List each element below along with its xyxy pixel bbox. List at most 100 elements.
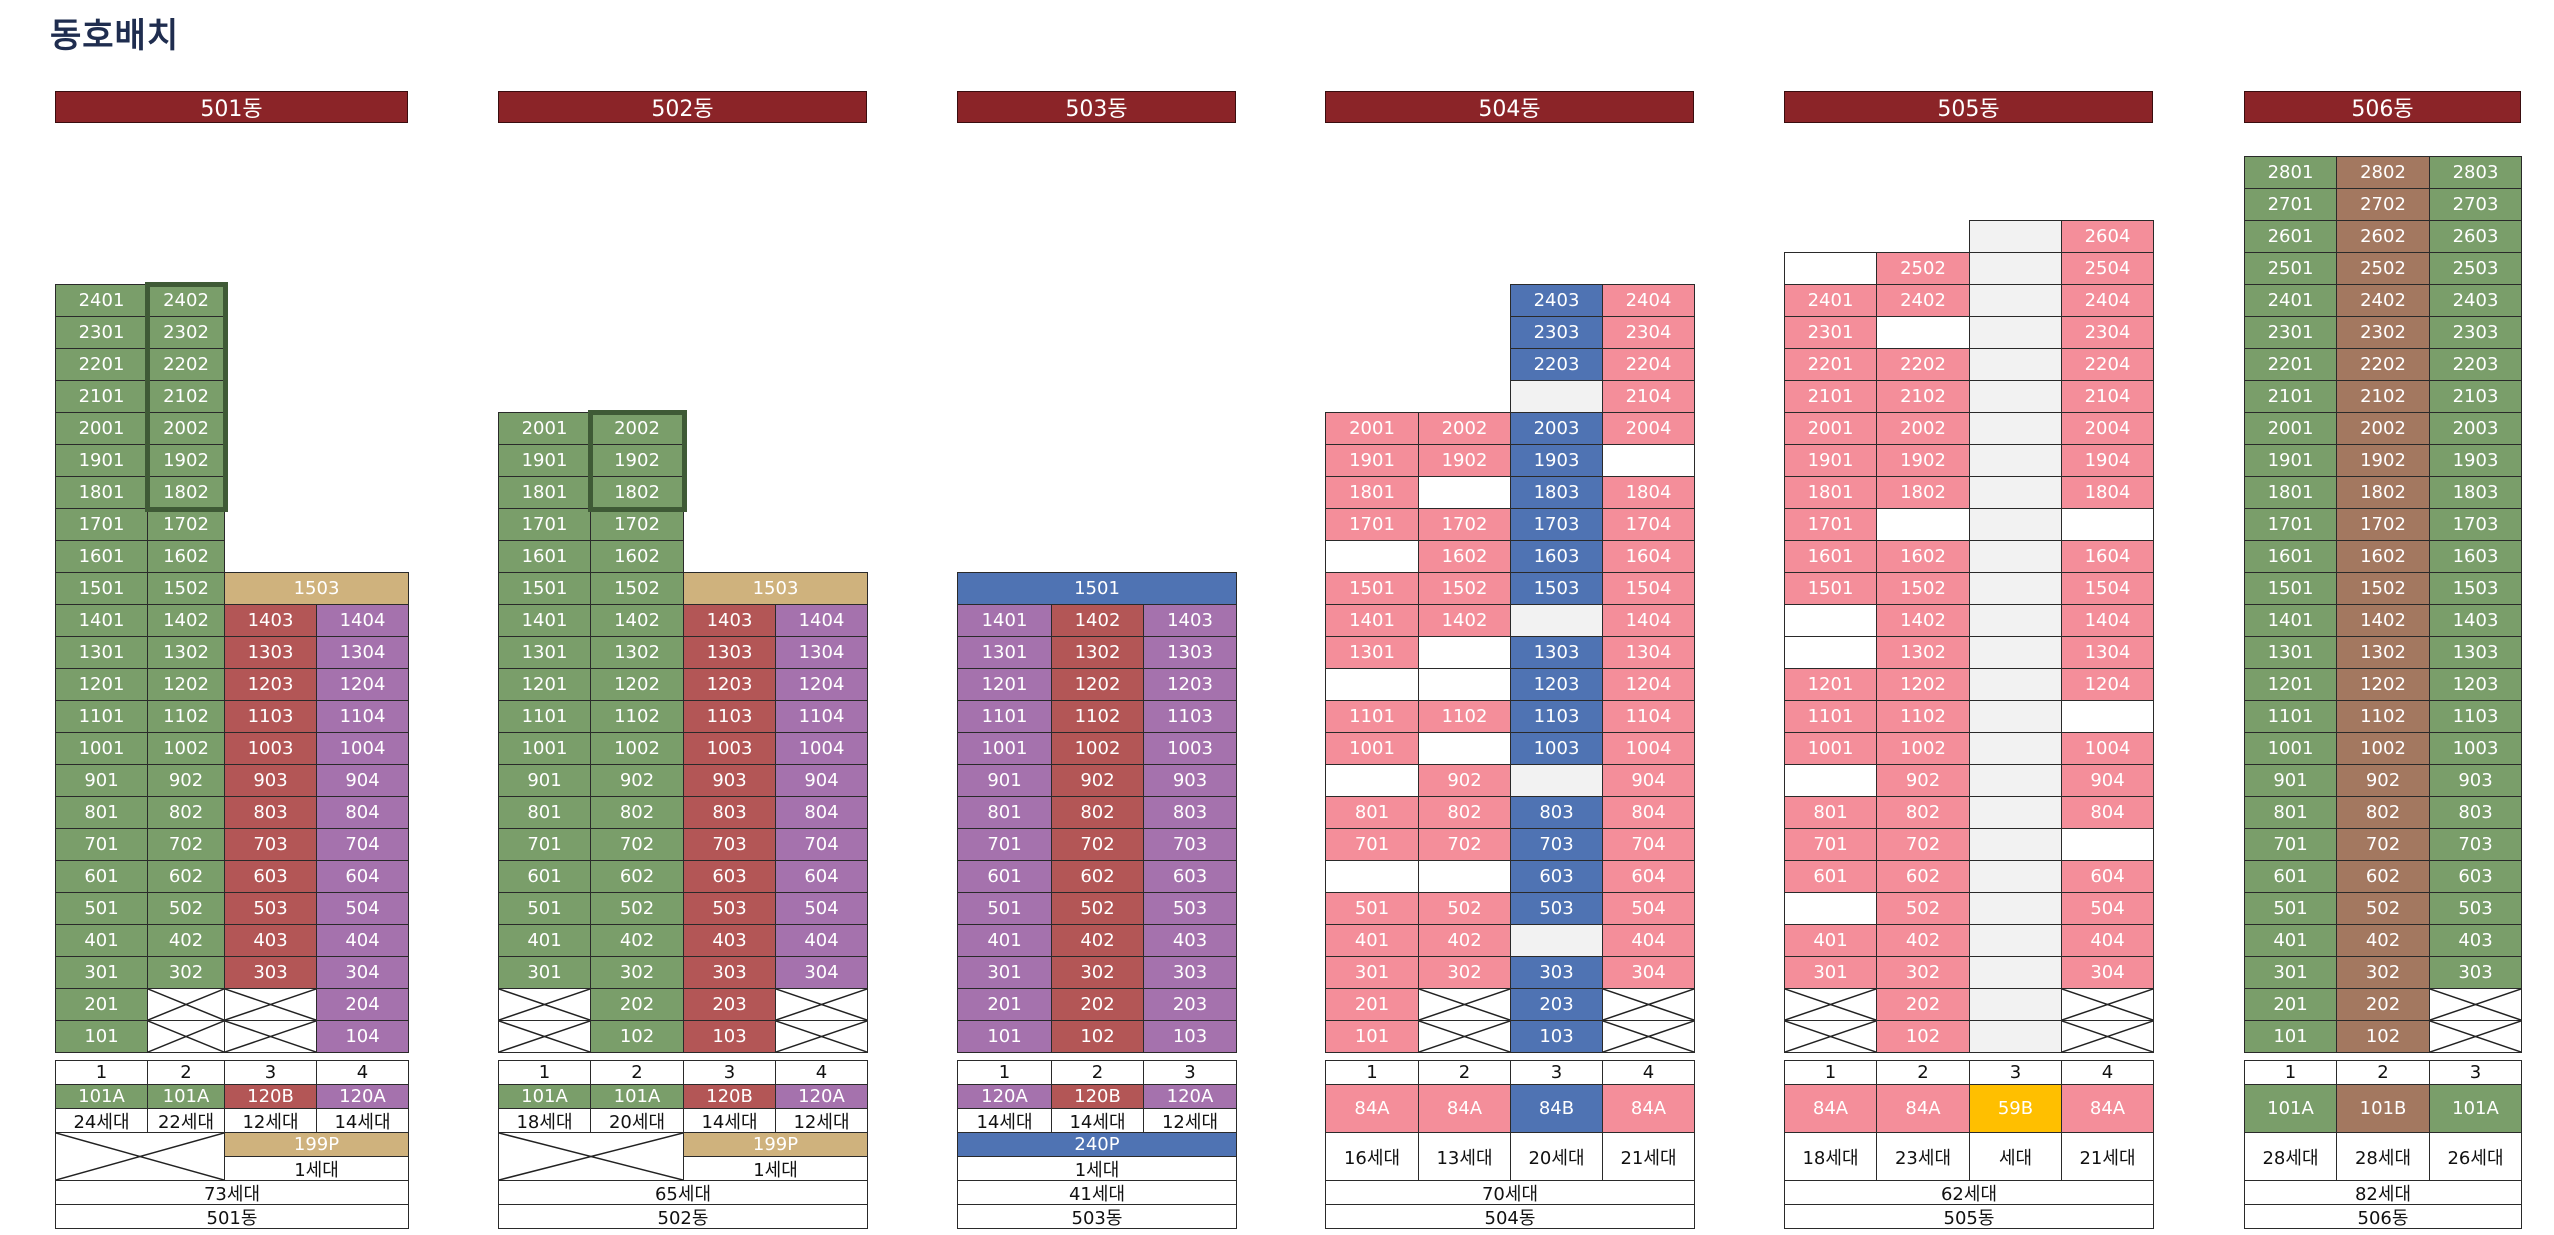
- unit-cell: 301: [1784, 956, 1877, 989]
- empty-slot-cross: [1419, 989, 1510, 1020]
- unit-count: 13세대: [1418, 1132, 1511, 1181]
- unit-cell: 2003: [2429, 412, 2522, 445]
- empty-unit: [775, 988, 868, 1021]
- unit-count: 14세대: [1051, 1108, 1144, 1133]
- unit-cell: 104: [316, 1020, 409, 1053]
- unit-cell: 902: [590, 764, 684, 797]
- column-number: 3: [2429, 1060, 2522, 1085]
- unit-cell: 1304: [1602, 636, 1695, 669]
- unit-cell: 904: [775, 764, 868, 797]
- unit-cell: 1104: [775, 700, 868, 733]
- unit-cell: [1876, 316, 1970, 349]
- unit-cell: 2002: [1876, 412, 1970, 445]
- unit-cell: 2502: [2336, 252, 2430, 285]
- building-header: 504동: [1325, 91, 1694, 123]
- unit-cell: 502: [1051, 892, 1144, 925]
- unit-cell: 101: [957, 1020, 1052, 1053]
- column-number: 2: [1051, 1060, 1144, 1085]
- unit-cell: 2803: [2429, 156, 2522, 189]
- building-header: 506동: [2244, 91, 2521, 123]
- empty-unit: [2061, 988, 2154, 1021]
- column-number: 2: [147, 1060, 225, 1085]
- unit-type: 120B: [683, 1084, 776, 1109]
- unit-cell: 703: [2429, 828, 2522, 861]
- unit-cell: 1204: [1602, 668, 1695, 701]
- unit-cell: 1103: [683, 700, 776, 733]
- building-header: 502동: [498, 91, 867, 123]
- unit-type: 120A: [775, 1084, 868, 1109]
- unit-cell: 1503: [1510, 572, 1603, 605]
- empty-unit: [775, 1020, 868, 1053]
- unit-cell: [1969, 988, 2062, 1021]
- unit-cell: [1325, 860, 1419, 893]
- unit-cell: 1203: [683, 668, 776, 701]
- empty-slot-cross: [776, 989, 867, 1020]
- unit-cell: 603: [224, 860, 317, 893]
- unit-cell: [1510, 380, 1603, 413]
- extra-unit-type: 240P: [957, 1132, 1237, 1157]
- unit-cell: 1302: [147, 636, 225, 669]
- column-number: 2: [1418, 1060, 1511, 1085]
- unit-cell: 2802: [2336, 156, 2430, 189]
- empty-slot-cross: [148, 989, 224, 1020]
- unit-cell: 803: [683, 796, 776, 829]
- unit-cell: 1602: [590, 540, 684, 573]
- building-total: 41세대: [957, 1180, 1237, 1205]
- unit-cell: 702: [1876, 828, 1970, 861]
- unit-cell: 601: [55, 860, 148, 893]
- unit-cell: 802: [1051, 796, 1144, 829]
- unit-cell: 2104: [2061, 380, 2154, 413]
- unit-type: 120B: [1051, 1084, 1144, 1109]
- unit-cell: 201: [2244, 988, 2337, 1021]
- unit-cell: [1969, 540, 2062, 573]
- unit-cell: 1501: [1784, 572, 1877, 605]
- unit-cell: 1203: [2429, 668, 2522, 701]
- unit-cell: 1602: [1876, 540, 1970, 573]
- unit-cell: 703: [224, 828, 317, 861]
- unit-cell: 703: [1143, 828, 1237, 861]
- unit-cell: 602: [590, 860, 684, 893]
- unit-cell: 702: [1051, 828, 1144, 861]
- unit-cell: 1703: [1510, 508, 1603, 541]
- unit-cell: 2002: [2336, 412, 2430, 445]
- empty-slot-cross: [2430, 989, 2521, 1020]
- empty-slot-cross: [499, 989, 590, 1020]
- empty-unit: [498, 988, 591, 1021]
- unit-cell: 402: [1876, 924, 1970, 957]
- unit-cell: 401: [957, 924, 1052, 957]
- unit-cell: 1902: [147, 444, 225, 477]
- unit-cell: 1104: [1602, 700, 1695, 733]
- unit-cell: 2201: [1784, 348, 1877, 381]
- unit-cell: 804: [1602, 796, 1695, 829]
- unit-cell: 602: [147, 860, 225, 893]
- unit-cell: 1303: [1143, 636, 1237, 669]
- unit-cell: 1601: [1784, 540, 1877, 573]
- unit-cell: 902: [147, 764, 225, 797]
- unit-cell: 1002: [147, 732, 225, 765]
- unit-count: 12세대: [224, 1108, 317, 1133]
- unit-cell: 1102: [590, 700, 684, 733]
- unit-cell: 303: [683, 956, 776, 989]
- unit-cell: 1402: [1051, 604, 1144, 637]
- unit-cell: 1201: [957, 668, 1052, 701]
- unit-cell: 504: [2061, 892, 2154, 925]
- unit-cell: 1101: [1325, 700, 1419, 733]
- unit-cell: 1402: [147, 604, 225, 637]
- unit-cell: 902: [1051, 764, 1144, 797]
- unit-count: 16세대: [1325, 1132, 1419, 1181]
- unit-cell: 1803: [2429, 476, 2522, 509]
- unit-cell: [1969, 604, 2062, 637]
- unit-cell: 1801: [1325, 476, 1419, 509]
- unit-cell: 302: [590, 956, 684, 989]
- empty-unit: [1784, 1020, 1877, 1053]
- unit-cell: 801: [1325, 796, 1419, 829]
- unit-cell: 2002: [590, 412, 684, 445]
- unit-cell: 902: [1876, 764, 1970, 797]
- unit-cell: 102: [590, 1020, 684, 1053]
- unit-cell: 1102: [1418, 700, 1511, 733]
- building-total: 73세대: [55, 1180, 409, 1205]
- unit-cell: 1501: [2244, 572, 2337, 605]
- empty-unit: [2429, 988, 2522, 1021]
- unit-cell: 1501: [55, 572, 148, 605]
- unit-cell: 301: [2244, 956, 2337, 989]
